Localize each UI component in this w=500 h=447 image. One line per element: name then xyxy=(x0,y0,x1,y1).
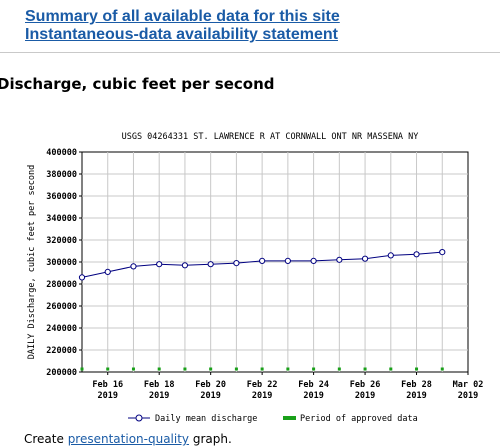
approved-data-markers xyxy=(80,367,444,371)
data-point xyxy=(78,274,86,281)
x-tick-year: 2019 xyxy=(458,391,478,401)
approved-marker xyxy=(209,367,213,371)
data-point xyxy=(104,268,111,275)
legend-approved-sample xyxy=(283,416,296,420)
legend: Daily mean discharge Period of approved … xyxy=(128,414,418,424)
legend-series-label: Daily mean discharge xyxy=(155,414,257,424)
data-point xyxy=(284,257,291,264)
data-point xyxy=(181,262,189,269)
data-point xyxy=(259,257,266,264)
data-point xyxy=(439,249,446,256)
top-links: Summary of all available data for this s… xyxy=(25,8,340,44)
x-tick-label: Feb 24 xyxy=(298,380,329,390)
data-point xyxy=(413,251,420,258)
approved-marker xyxy=(312,367,316,371)
approved-marker xyxy=(363,367,367,371)
approved-marker xyxy=(415,367,419,371)
x-tick-label: Feb 20 xyxy=(195,380,226,390)
x-tick-year: 2019 xyxy=(149,391,169,401)
y-tick-label: 320000 xyxy=(46,236,77,246)
data-point xyxy=(387,252,394,259)
x-tick-label: Feb 18 xyxy=(144,380,175,390)
section-title: Discharge, cubic feet per second xyxy=(0,75,275,93)
y-axis-ticks: 200000 220000 240000 260000 280000 300000 3200… xyxy=(46,148,82,378)
approved-marker xyxy=(234,367,238,371)
y-tick-label: 360000 xyxy=(46,192,77,202)
chart-title: USGS 04264331 ST. LAWRENCE R AT CORNWALL… xyxy=(122,132,419,142)
data-point xyxy=(207,261,214,268)
discharge-chart: USGS 04264331 ST. LAWRENCE R AT CORNWALL… xyxy=(27,132,483,424)
approved-marker xyxy=(131,367,135,371)
discharge-series xyxy=(78,249,446,281)
y-axis-label: DAILY Discharge, cubic feet per second xyxy=(27,165,37,359)
footer-prefix: Create xyxy=(24,432,68,446)
summary-link[interactable]: Summary of all available data for this s… xyxy=(25,8,340,25)
approved-marker xyxy=(337,367,341,371)
approved-marker xyxy=(106,367,110,371)
approved-marker xyxy=(389,367,393,371)
x-tick-year: 2019 xyxy=(303,391,323,401)
y-tick-label: 260000 xyxy=(46,302,77,312)
presentation-quality-link[interactable]: presentation-quality xyxy=(67,432,190,446)
approved-marker xyxy=(157,367,161,371)
legend-approved-label: Period of approved data xyxy=(300,414,418,424)
x-tick-year: 2019 xyxy=(200,391,220,401)
data-point xyxy=(336,256,343,263)
footer-suffix: graph. xyxy=(189,432,232,446)
data-point xyxy=(361,255,369,262)
x-tick-year: 2019 xyxy=(355,391,375,401)
x-tick-label: Feb 28 xyxy=(401,380,432,390)
y-tick-label: 220000 xyxy=(46,346,77,356)
availability-link[interactable]: Instantaneous-data availability statemen… xyxy=(25,26,338,43)
approved-marker xyxy=(80,367,84,371)
data-point xyxy=(156,261,163,268)
x-tick-year: 2019 xyxy=(406,391,426,401)
data-point xyxy=(130,263,137,270)
footer: Create presentation-quality graph. xyxy=(24,432,232,446)
x-tick-label: Mar 02 xyxy=(453,380,484,390)
y-tick-label: 200000 xyxy=(46,368,77,378)
data-point xyxy=(310,257,317,264)
y-tick-label: 240000 xyxy=(46,324,77,334)
approved-marker xyxy=(286,367,290,371)
x-tick-label: Feb 16 xyxy=(92,380,123,390)
x-tick-label: Feb 22 xyxy=(247,380,278,390)
legend-circle-sample xyxy=(135,414,143,422)
x-tick-year: 2019 xyxy=(97,391,117,401)
approved-marker xyxy=(260,367,264,371)
y-tick-label: 400000 xyxy=(46,148,77,158)
approved-marker xyxy=(183,367,187,371)
divider xyxy=(0,52,500,53)
approved-marker xyxy=(440,367,444,371)
x-tick-label: Feb 26 xyxy=(350,380,381,390)
data-point xyxy=(233,260,240,267)
y-tick-label: 340000 xyxy=(46,214,77,224)
y-tick-label: 300000 xyxy=(46,258,77,268)
y-tick-label: 380000 xyxy=(46,170,77,180)
y-tick-label: 280000 xyxy=(46,280,77,290)
x-tick-year: 2019 xyxy=(252,391,272,401)
